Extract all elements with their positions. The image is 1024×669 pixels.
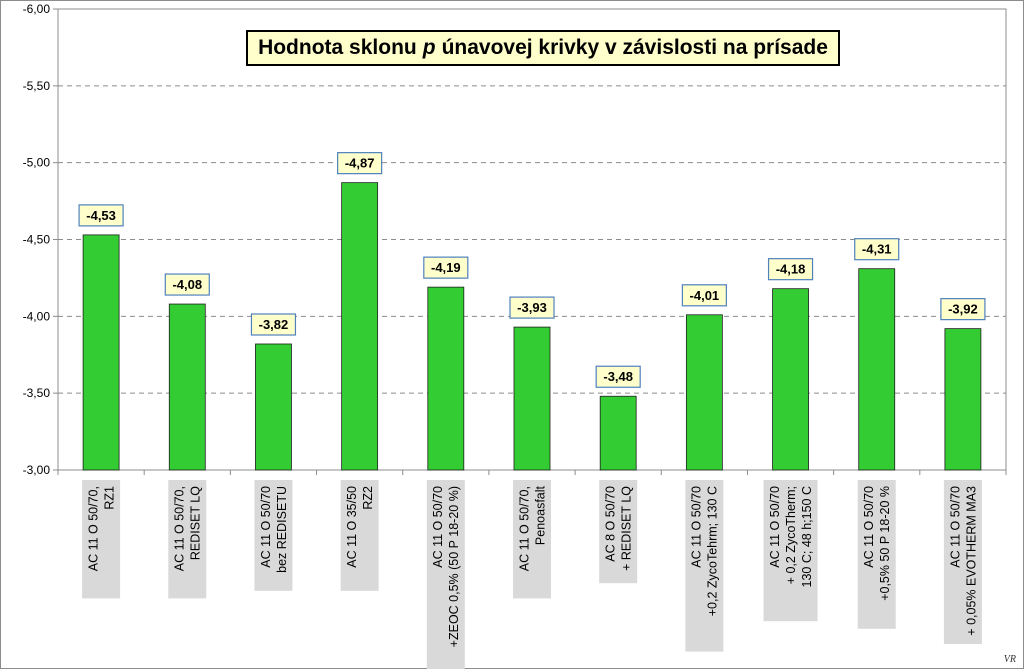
category-label-line: AC 11 O 50/70 (259, 486, 273, 568)
category-label-line: AC 11 O 50/70 (768, 486, 782, 568)
title-part-2: p (422, 36, 436, 59)
category-label: AC 11 O 50/70, Penoasfalt (513, 480, 551, 599)
category-label-line: REDISET LQ (189, 486, 203, 560)
bar (168, 303, 206, 471)
data-label-box (595, 365, 641, 388)
category-label-line: AC 11 O 50/70 (431, 486, 445, 568)
data-label: -4,53 (86, 208, 116, 223)
bar (858, 268, 896, 471)
category-label: AC 8 O 50/70 + REDISET LQ (599, 480, 638, 584)
category-label-box (254, 480, 293, 591)
data-label-box (78, 204, 124, 227)
category-label-box (857, 480, 896, 629)
data-label-box (423, 256, 469, 279)
y-tick-label: -4,50 (23, 233, 51, 247)
category-label-line: + REDISET LQ (620, 486, 634, 571)
y-tick-label: -3,50 (23, 386, 51, 400)
category-label-line: RZ1 (102, 486, 116, 510)
category-label-line: + 0,2 ZycoTherm; (784, 486, 798, 584)
chart-title: Hodnota sklonu p únavovej krivky v závis… (246, 30, 840, 66)
data-label-box (337, 152, 383, 175)
category-label-line: +0,2 ZycoTehrm; 130 C (706, 486, 720, 616)
y-tick-label: -5,00 (23, 156, 51, 170)
data-label: -4,87 (345, 156, 375, 171)
category-label-line: AC 8 O 50/70 (604, 486, 618, 562)
data-label: -4,08 (172, 277, 202, 292)
category-label-box (763, 480, 818, 622)
category-label: AC 11 O 50/70, RZ1 (82, 480, 121, 599)
category-label-line: AC 11 O 50/70, (173, 486, 187, 571)
category-label: AC 11 O 50/70, REDISET LQ (168, 480, 207, 599)
category-label: AC 11 O 50/70 +0,2 ZycoTehrm; 130 C (685, 480, 724, 652)
data-label: -4,19 (431, 260, 461, 275)
bar (341, 182, 379, 471)
data-label: -3,92 (948, 302, 978, 317)
category-label-box (943, 480, 982, 644)
bar (944, 328, 982, 471)
category-label-box (426, 480, 465, 669)
y-tick-label: -3,00 (23, 463, 51, 477)
category-label-box (168, 480, 207, 599)
data-label: -3,93 (517, 300, 547, 315)
category-label-line: +0,5% 50 P 18-20 % (878, 486, 892, 601)
data-label-box (767, 258, 814, 281)
category-label-line: +ZEOC 0,5% (50 P 18-20 %) (447, 486, 461, 647)
category-label-line: + 0,05% EVOTHERM MA3 (964, 486, 978, 636)
category-label-box (82, 480, 121, 599)
bar (685, 314, 723, 471)
y-tick-label: -6,00 (23, 2, 51, 16)
bar (255, 343, 292, 471)
bar (772, 288, 809, 471)
category-label-line: AC 11 O 50/70 (862, 486, 876, 568)
category-label: AC 11 O 50/70 + 0,05% EVOTHERM MA3 (943, 480, 982, 644)
data-label-box (681, 284, 727, 307)
category-label-line: AC 11 O 50/70 (690, 486, 704, 568)
data-label: -4,01 (690, 288, 720, 303)
title-part-3: únavovej krivky v závislosti na prísade (441, 36, 828, 59)
category-label-line: AC 11 O 35/50 (345, 486, 359, 568)
category-label-box (513, 480, 551, 599)
category-label-line: 130 C; 48 h;150 C (800, 486, 814, 587)
category-label-box (340, 480, 379, 591)
category-label-box (599, 480, 638, 584)
signature: VR (1003, 654, 1016, 665)
category-label: AC 11 O 35/50 RZ2 (340, 480, 379, 591)
category-label: AC 11 O 50/70 +ZEOC 0,5% (50 P 18-20 %) (426, 480, 465, 669)
bar (427, 286, 465, 471)
bar (82, 234, 120, 471)
category-label-line: RZ2 (361, 486, 375, 510)
y-tick-label: -4,00 (23, 309, 51, 323)
title-part-1: Hodnota sklonu (258, 36, 417, 59)
data-label-box (509, 296, 555, 319)
data-label-box (164, 273, 210, 296)
data-label: -4,31 (862, 242, 892, 257)
category-label: AC 11 O 50/70 bez REDISETU (254, 480, 293, 591)
category-label-line: AC 11 O 50/70, (517, 486, 531, 571)
data-label: -3,48 (603, 369, 633, 384)
bar (599, 395, 637, 471)
category-label: AC 11 O 50/70 +0,5% 50 P 18-20 % (857, 480, 896, 629)
data-label-box (854, 238, 900, 261)
category-label-line: AC 11 O 50/70, (86, 486, 100, 571)
category-label-line: AC 11 O 50/70 (948, 486, 962, 568)
category-label-box (685, 480, 724, 652)
category-label-line: bez REDISETU (275, 486, 289, 573)
data-label-box (250, 313, 297, 336)
bar (513, 326, 551, 471)
data-label-box (940, 298, 986, 321)
y-tick-label: -5,50 (23, 79, 51, 93)
category-label-line: Penoasfalt (533, 485, 547, 545)
data-label: -3,82 (259, 317, 289, 332)
data-label: -4,18 (776, 262, 806, 277)
category-label: AC 11 O 50/70 + 0,2 ZycoTherm; 130 C; 48 h… (763, 480, 818, 622)
